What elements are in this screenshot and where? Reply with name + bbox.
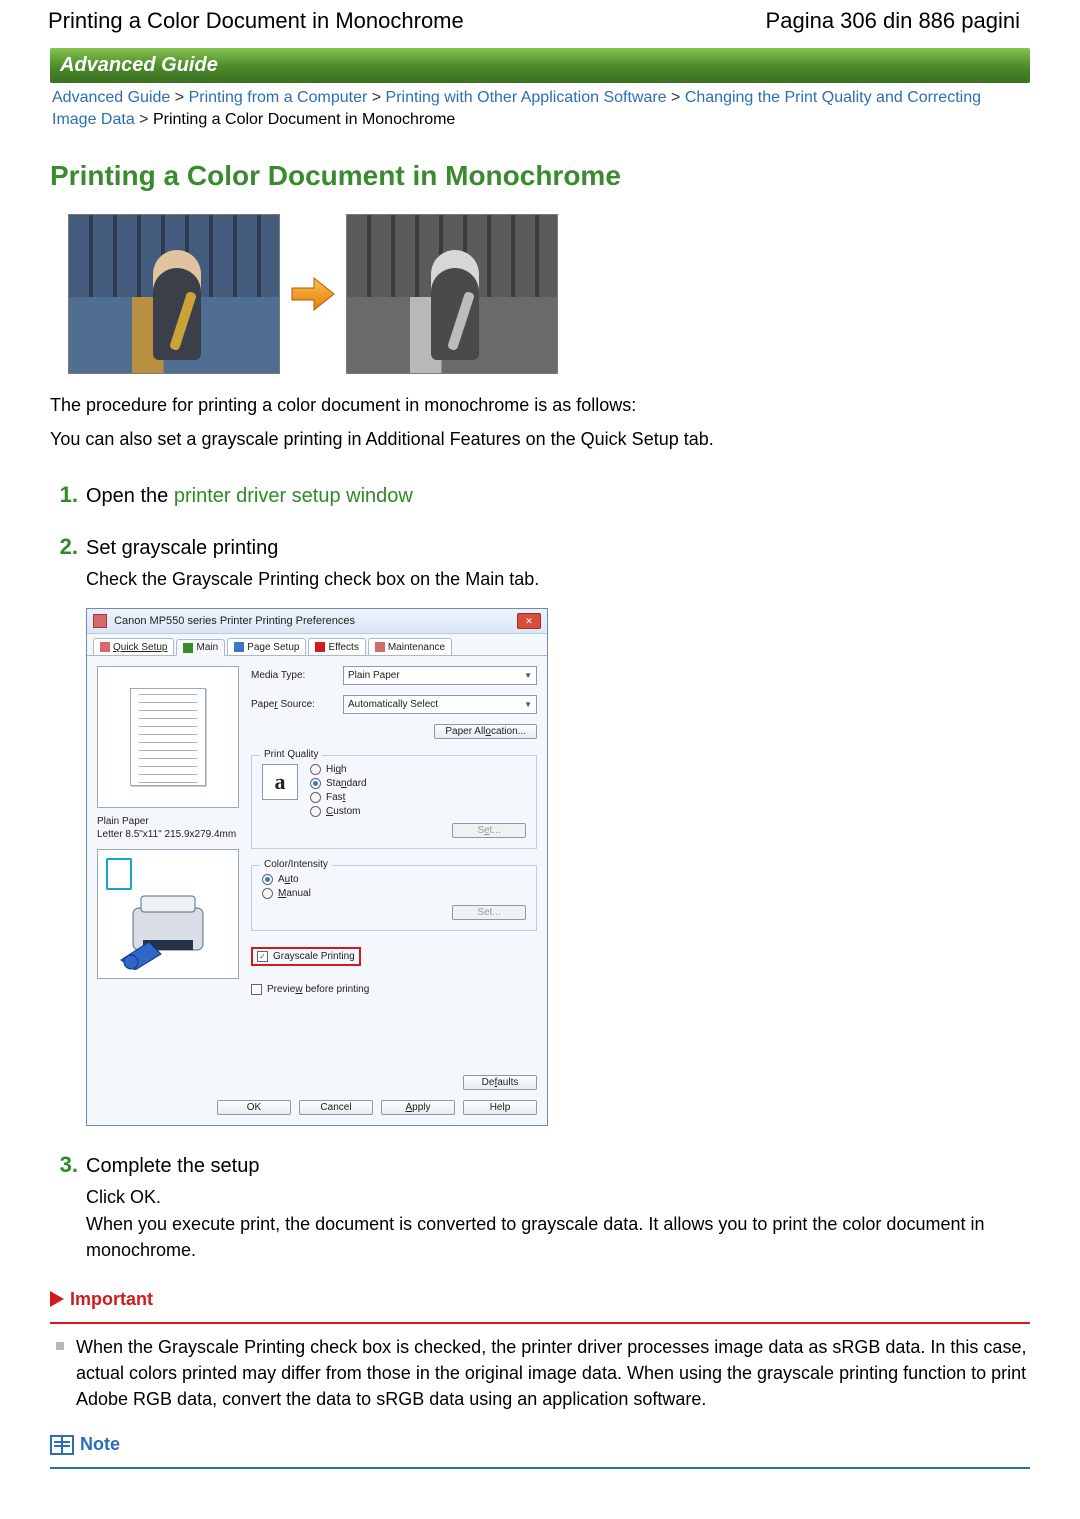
- tab-effects[interactable]: Effects: [308, 638, 365, 655]
- ci-manual[interactable]: Manual: [262, 888, 526, 899]
- media-type-select[interactable]: Plain Paper▼: [343, 666, 537, 685]
- tab-quick-icon: [100, 642, 110, 652]
- printer-preview: [97, 849, 239, 979]
- checkbox-icon: [257, 951, 268, 962]
- print-quality-label: Print Quality: [260, 749, 322, 760]
- preview-caption: Plain Paper Letter 8.5"x11" 215.9x279.4m…: [97, 816, 237, 841]
- tab-effects-icon: [315, 642, 325, 652]
- note-label: Note: [80, 1434, 120, 1455]
- important-icon: [50, 1291, 64, 1307]
- guide-bar: Advanced Guide: [50, 48, 1030, 83]
- tab-main[interactable]: Main: [176, 639, 225, 656]
- step-3-title: Complete the setup: [86, 1155, 259, 1178]
- grayscale-checkbox[interactable]: Grayscale Printing: [251, 947, 361, 966]
- pq-set-button[interactable]: Set...: [452, 823, 526, 838]
- ci-auto[interactable]: Auto: [262, 874, 526, 885]
- tab-main-icon: [183, 643, 193, 653]
- ci-set-button[interactable]: Set...: [452, 905, 526, 920]
- pq-fast[interactable]: Fast: [310, 792, 367, 803]
- tab-page-icon: [234, 642, 244, 652]
- tab-page-setup[interactable]: Page Setup: [227, 638, 306, 655]
- printer-driver-link[interactable]: printer driver setup window: [174, 485, 413, 507]
- important-text: When the Grayscale Printing check box is…: [76, 1337, 1026, 1409]
- tab-maint-icon: [375, 642, 385, 652]
- crumb-advanced-guide[interactable]: Advanced Guide: [52, 89, 170, 106]
- ok-button[interactable]: OK: [217, 1100, 291, 1115]
- apply-button[interactable]: Apply: [381, 1100, 455, 1115]
- step-3: 3. Complete the setup Click OK. When you…: [50, 1152, 1030, 1262]
- close-icon[interactable]: ✕: [517, 613, 541, 629]
- crumb-printing-from-computer[interactable]: Printing from a Computer: [189, 89, 368, 106]
- bullet-icon: [56, 1342, 64, 1350]
- step-1-pre: Open the: [86, 485, 174, 507]
- arrow-icon: [290, 274, 336, 314]
- media-type-label: Media Type:: [251, 670, 333, 681]
- tab-maintenance[interactable]: Maintenance: [368, 638, 452, 655]
- step-2: 2. Set grayscale printing Check the Gray…: [50, 534, 1030, 1126]
- chevron-down-icon: ▼: [524, 700, 532, 709]
- print-prefs-dialog: Canon MP550 series Printer Printing Pref…: [86, 608, 548, 1126]
- color-intensity-group: Color/Intensity Auto Manual Set...: [251, 865, 537, 931]
- step-3-num: 3.: [50, 1152, 78, 1178]
- tab-quick-setup[interactable]: Quick Setup: [93, 638, 174, 655]
- step-1-num: 1.: [50, 482, 78, 508]
- important-label: Important: [70, 1289, 153, 1310]
- chevron-down-icon: ▼: [524, 671, 532, 680]
- breadcrumb: Advanced Guide > Printing from a Compute…: [50, 83, 1030, 132]
- step-2-body: Check the Grayscale Printing check box o…: [86, 566, 1030, 592]
- header-left: Printing a Color Document in Monochrome: [48, 8, 464, 34]
- preview-before-printing[interactable]: Preview before printing: [251, 984, 537, 995]
- step-2-num: 2.: [50, 534, 78, 560]
- page-preview: [97, 666, 239, 808]
- step-2-title: Set grayscale printing: [86, 537, 278, 560]
- note-callout: Note: [50, 1434, 1030, 1469]
- step-1: 1. Open the printer driver setup window: [50, 482, 1030, 508]
- intro-line-1: The procedure for printing a color docum…: [50, 392, 1030, 418]
- photo-monochrome: [346, 214, 558, 374]
- page-title: Printing a Color Document in Monochrome: [50, 160, 1030, 192]
- photo-color: [68, 214, 280, 374]
- dialog-title: Canon MP550 series Printer Printing Pref…: [93, 614, 355, 628]
- checkbox-icon: [251, 984, 262, 995]
- cyan-box-icon: [106, 858, 132, 890]
- crumb-other-app[interactable]: Printing with Other Application Software: [386, 89, 667, 106]
- print-quality-group: Print Quality a High Standard Fast Custo…: [251, 755, 537, 849]
- help-button[interactable]: Help: [463, 1100, 537, 1115]
- pq-custom[interactable]: Custom: [310, 806, 367, 817]
- crumb-current: Printing a Color Document in Monochrome: [153, 111, 455, 128]
- header-right: Pagina 306 din 886 pagini: [766, 8, 1020, 34]
- paper-allocation-button[interactable]: Paper Allocation...: [434, 724, 537, 739]
- dialog-tabs: Quick Setup Main Page Setup Effects Main…: [87, 634, 547, 655]
- printer-icon: [93, 614, 107, 628]
- pq-standard[interactable]: Standard: [310, 778, 367, 789]
- color-intensity-label: Color/Intensity: [260, 859, 332, 870]
- step-3-body-1: Click OK.: [86, 1184, 1030, 1210]
- illustration-row: [68, 214, 1030, 374]
- paper-source-label: Paper Source:: [251, 699, 333, 710]
- cancel-button[interactable]: Cancel: [299, 1100, 373, 1115]
- paper-source-select[interactable]: Automatically Select▼: [343, 695, 537, 714]
- step-3-body-2: When you execute print, the document is …: [86, 1211, 1030, 1263]
- defaults-button[interactable]: Defaults: [463, 1075, 537, 1090]
- intro-line-2: You can also set a grayscale printing in…: [50, 426, 1030, 452]
- quality-glyph-icon: a: [262, 764, 298, 800]
- pq-high[interactable]: High: [310, 764, 367, 775]
- important-callout: Important When the Grayscale Printing ch…: [50, 1289, 1030, 1412]
- note-icon: [50, 1435, 74, 1455]
